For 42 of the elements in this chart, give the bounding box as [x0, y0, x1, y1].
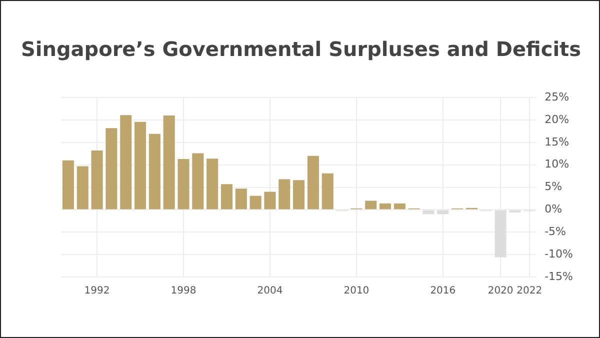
- bar: [494, 210, 506, 258]
- bar: [148, 134, 160, 210]
- x-tick-label: 1998: [170, 286, 196, 297]
- bar: [422, 210, 434, 214]
- bar: [120, 115, 132, 210]
- y-tick-label: -10%: [544, 247, 574, 260]
- bar: [235, 188, 247, 210]
- bar: [437, 210, 449, 214]
- y-tick-label: 0%: [544, 202, 562, 216]
- x-tick-label: 1992: [84, 286, 110, 297]
- bar: [91, 150, 103, 210]
- bar: [250, 196, 262, 210]
- bar: [163, 116, 175, 210]
- y-tick-label: -5%: [544, 225, 566, 238]
- y-tick-label: 15%: [544, 135, 570, 148]
- bar: [322, 173, 334, 210]
- chart-title: Singapore’s Governmental Surpluses and Deficits: [20, 37, 582, 61]
- bar: [307, 156, 319, 210]
- bar: [178, 159, 190, 210]
- y-tick-label: 5%: [544, 180, 562, 194]
- x-tick-label: 2016: [430, 286, 456, 297]
- bar: [220, 184, 232, 210]
- bar: [134, 122, 146, 210]
- y-tick-label: 20%: [544, 112, 570, 126]
- bar: [76, 166, 88, 210]
- bar: [206, 158, 218, 210]
- bar: [365, 200, 377, 210]
- bar: [62, 160, 74, 210]
- y-tick-label: 25%: [544, 90, 570, 104]
- x-tick-label: 2020: [488, 286, 514, 297]
- bar: [106, 128, 118, 210]
- x-tick-label: 2022: [516, 286, 542, 297]
- bar: [379, 203, 392, 210]
- x-tick-label: 2010: [344, 286, 370, 297]
- bar: [192, 153, 204, 210]
- bar: [293, 180, 305, 210]
- bar: [278, 179, 290, 210]
- y-tick-label: 10%: [544, 158, 570, 171]
- bar: [264, 192, 276, 210]
- bar: [394, 203, 406, 210]
- y-tick-label: -15%: [544, 270, 574, 283]
- x-tick-label: 2004: [257, 286, 283, 297]
